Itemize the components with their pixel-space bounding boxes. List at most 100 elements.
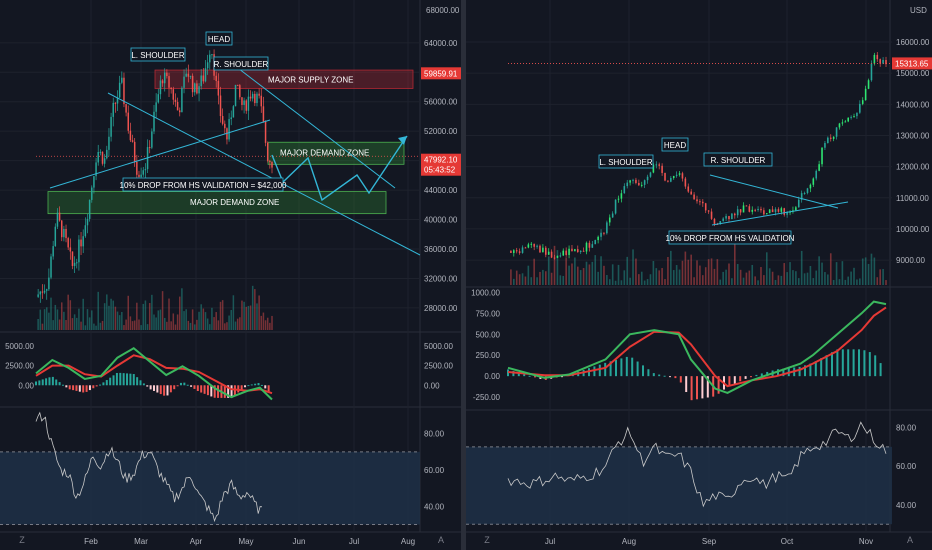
macd-histogram-bar [250, 384, 253, 386]
candle-body [768, 209, 771, 214]
volume-bar [99, 322, 102, 330]
current-price-tag [421, 153, 461, 176]
volume-bar [838, 279, 841, 285]
candle-body [574, 249, 576, 252]
volume-bar [632, 249, 634, 285]
candle-body [795, 207, 797, 211]
volume-bar [269, 322, 271, 330]
label-head-box [205, 31, 233, 46]
volume-bar [157, 310, 160, 330]
macd-histogram-bar [240, 385, 243, 390]
volume-bar [533, 258, 535, 285]
candle-body [78, 239, 80, 263]
label-demand-zone-upper: MAJOR DEMAND ZONE [280, 148, 369, 157]
candle-body [818, 164, 820, 171]
macd-tick-label: 0.00 [484, 372, 500, 381]
label-head: HEAD [664, 141, 686, 150]
macd-histogram-bar [163, 385, 166, 396]
volume-bar [245, 306, 248, 330]
label-l-shoulder: L. SHOULDER [599, 158, 653, 167]
left-price-axis[interactable]: 64000.0060000.0056000.0052000.0048000.00… [421, 6, 461, 511]
left-chart[interactable]: HEAD L. SHOULDER R. SHOULDER MAJOR SUPPLY Z… [0, 0, 461, 546]
macd-histogram-bar [615, 359, 617, 377]
volume-bar [614, 280, 617, 285]
volume-bar [585, 261, 588, 285]
volume-bar [219, 301, 222, 330]
macd-histogram-bar [129, 373, 132, 386]
right-grid [466, 0, 892, 532]
candle-body [108, 136, 110, 150]
volume-bar [163, 317, 166, 330]
right-macd-pane [507, 300, 887, 401]
right-z-marker[interactable]: Z [484, 535, 490, 545]
macd-histogram-bar [593, 366, 596, 377]
rsi-tick-label: 40.00 [424, 502, 445, 511]
candle-body [672, 175, 675, 178]
volume-bar [254, 289, 256, 330]
candle-body [600, 232, 602, 237]
volume-bar [611, 264, 614, 285]
candle-body [783, 208, 786, 215]
volume-bar [739, 269, 742, 285]
volume-bar [608, 279, 611, 285]
volume-bar [129, 316, 132, 330]
volume-bar [771, 271, 774, 285]
volume-bar [806, 272, 809, 285]
candle-body [809, 184, 812, 189]
candle-body [777, 209, 780, 212]
candle-body [856, 112, 858, 117]
candle-body [734, 213, 736, 216]
right-chart[interactable]: HEAD L. SHOULDER R. SHOULDER 10% DROP FROM … [466, 0, 932, 546]
candle-body [582, 250, 585, 252]
macd-histogram-bar [760, 373, 763, 377]
panel-divider[interactable] [461, 0, 466, 550]
volume-bar [827, 274, 829, 285]
macd-histogram-bar [696, 376, 698, 400]
macd-histogram-bar [706, 376, 709, 398]
time-tick-label: Sep [702, 537, 717, 546]
macd-left-tick-label: 2500.00 [5, 362, 34, 371]
volume-bar [148, 303, 151, 330]
candle-body [873, 54, 876, 64]
candle-body [224, 123, 226, 129]
volume-bar [136, 302, 138, 330]
candle-body [617, 198, 620, 200]
right-price-axis[interactable]: 16000.00 15000.00 14000.00 13000.00 12000.00… [471, 6, 932, 510]
candle-body [178, 110, 181, 113]
left-a-marker[interactable]: A [438, 535, 444, 545]
volume-bar [812, 278, 815, 285]
candle-body [249, 96, 252, 99]
macd-histogram-bar [115, 372, 118, 386]
volume-bar [797, 278, 800, 285]
macd-histogram-bar [179, 382, 182, 386]
left-candles [37, 49, 273, 303]
volume-bar [594, 255, 597, 285]
macd-histogram-bar [166, 385, 169, 396]
macd-histogram-bar [631, 357, 634, 377]
candle-body [629, 180, 631, 183]
macd-histogram-bar [65, 385, 68, 388]
candle-body [736, 209, 739, 216]
right-candles [510, 52, 887, 260]
volume-bar [597, 271, 599, 285]
candle-body [103, 158, 106, 164]
neckline-trendline [107, 92, 421, 256]
left-time-axis[interactable]: Feb Mar Apr May Jun Jul Aug [84, 537, 415, 546]
candle-body [54, 226, 57, 247]
volume-bar [45, 307, 48, 330]
candle-body [859, 103, 861, 113]
candle-body [80, 239, 82, 247]
macd-histogram-bar [227, 385, 230, 398]
volume-bar [704, 267, 707, 285]
candle-body [699, 201, 701, 203]
volume-bar [664, 279, 666, 285]
macd-histogram-bar [264, 385, 267, 389]
candle-body [161, 80, 164, 84]
left-zones [36, 69, 420, 215]
right-a-marker[interactable]: A [907, 535, 913, 545]
left-z-marker[interactable]: Z [19, 535, 25, 545]
candle-body [870, 63, 873, 81]
volume-bar [623, 270, 626, 285]
right-time-axis[interactable]: Jul Aug Sep Oct Nov [545, 537, 873, 546]
